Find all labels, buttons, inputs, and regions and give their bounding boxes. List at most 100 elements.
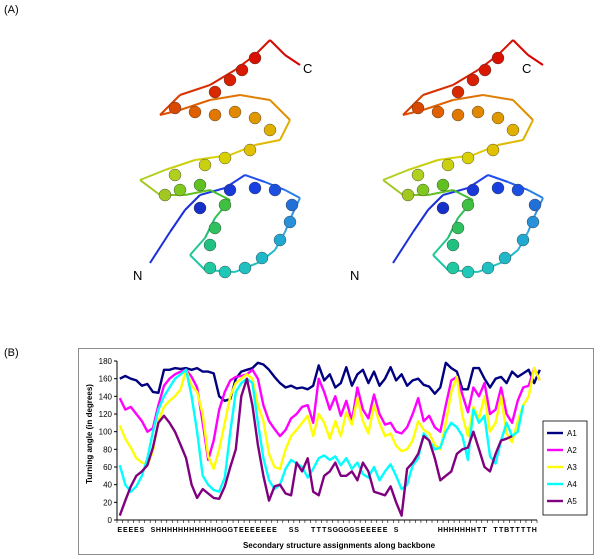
chart-canvas: Turning angle (in degrees) Secondary str…: [85, 357, 588, 550]
backbone-segment: [427, 194, 444, 211]
residue-sphere: [446, 261, 460, 275]
backbone-segment: [412, 209, 429, 233]
backbone-segment: [279, 119, 291, 141]
x-tick-label: H: [443, 527, 448, 534]
legend-label-a2: A2: [567, 446, 577, 455]
backbone-segment: [139, 169, 166, 181]
x-tick-label: H: [460, 527, 465, 534]
residue-sphere: [481, 261, 495, 275]
residue-sphere: [441, 158, 455, 172]
x-tick-label: S: [355, 527, 360, 534]
residue-sphere: [218, 265, 232, 279]
residue-sphere: [193, 201, 207, 215]
panel-a-label: (A): [4, 4, 19, 16]
x-tick-label: T: [482, 527, 487, 534]
y-tick-label: 100: [99, 428, 113, 437]
residue-sphere: [436, 201, 450, 215]
panel-b-label: (B): [4, 347, 19, 359]
residue-sphere: [436, 178, 450, 192]
x-tick-label: G: [222, 527, 228, 534]
x-tick-label: E: [256, 527, 261, 534]
backbone-segment: [512, 39, 529, 56]
residue-sphere: [528, 198, 542, 212]
x-tick-label: H: [178, 527, 183, 534]
residue-sphere: [223, 73, 237, 87]
series-line-a3: [118, 366, 541, 471]
legend-label-a4: A4: [567, 480, 577, 489]
backbone-segment: [422, 99, 454, 111]
backbone-segment: [407, 159, 439, 171]
backbone-segment: [209, 189, 231, 201]
backbone-segment: [487, 174, 509, 183]
backbone-segment: [522, 119, 534, 141]
residue-sphere: [466, 73, 480, 87]
x-tick-label: H: [156, 527, 161, 534]
c-terminus-label-right: C: [522, 61, 531, 76]
x-tick-label: G: [349, 527, 355, 534]
x-tick-label: S: [294, 527, 299, 534]
backbone-segment: [164, 159, 196, 171]
x-tick-label: S: [327, 527, 332, 534]
backbone-segment: [269, 39, 286, 56]
x-tick-label: G: [228, 527, 234, 534]
x-tick-label: H: [167, 527, 172, 534]
backbone-segment: [527, 54, 544, 66]
x-tick-label: T: [234, 527, 239, 534]
y-tick-label: 0: [108, 516, 113, 525]
x-axis-label: Secondary structure assignments along ba…: [243, 541, 436, 550]
backbone-segment: [284, 54, 301, 66]
y-tick-label: 80: [103, 445, 112, 454]
backbone-segment: [452, 189, 474, 201]
backbone-segment: [382, 179, 404, 196]
x-tick-label: E: [245, 527, 250, 534]
x-tick-label: E: [250, 527, 255, 534]
residue-sphere: [255, 251, 269, 265]
backbone-segment: [512, 99, 534, 121]
x-tick-label: T: [311, 527, 316, 534]
x-tick-label: H: [465, 527, 470, 534]
x-tick-label: H: [454, 527, 459, 534]
series-line-a5: [118, 377, 513, 517]
residue-sphere: [203, 238, 217, 252]
x-tick-label: S: [140, 527, 145, 534]
residue-sphere: [451, 85, 465, 99]
y-tick-label: 20: [103, 498, 112, 507]
x-tick-label: H: [438, 527, 443, 534]
x-tick-label: T: [322, 527, 327, 534]
x-tick-label: E: [128, 527, 133, 534]
residue-sphere: [218, 151, 232, 165]
residue-sphere: [486, 143, 500, 157]
backbone-segment: [432, 254, 449, 271]
x-tick-label: G: [217, 527, 223, 534]
residue-sphere: [285, 198, 299, 212]
backbone-segment: [189, 254, 206, 271]
residue-sphere: [248, 51, 262, 65]
protein-ribbon-right: [382, 39, 544, 279]
series-line-a1: [119, 361, 541, 402]
residue-sphere: [491, 181, 505, 195]
residue-sphere: [511, 183, 525, 197]
x-tick-label: E: [267, 527, 272, 534]
backbone-segment: [497, 139, 524, 146]
backbone-segment: [269, 99, 291, 121]
backbone-segment: [139, 179, 161, 196]
y-tick-label: 60: [103, 463, 112, 472]
x-tick-label: H: [161, 527, 166, 534]
residue-sphere: [491, 51, 505, 65]
x-tick-label: T: [317, 527, 322, 534]
x-tick-label: T: [510, 527, 515, 534]
x-tick-label: T: [516, 527, 521, 534]
x-tick-label: G: [333, 527, 339, 534]
residue-sphere: [491, 111, 505, 125]
x-tick-label: E: [372, 527, 377, 534]
residue-sphere: [461, 198, 475, 212]
residue-sphere: [516, 233, 530, 247]
x-tick-label: H: [449, 527, 454, 534]
x-tick-label: T: [521, 527, 526, 534]
residue-sphere: [283, 215, 297, 229]
y-tick-label: 180: [99, 357, 113, 366]
x-tick-label: E: [123, 527, 128, 534]
residue-sphere: [268, 183, 282, 197]
x-tick-label: E: [239, 527, 244, 534]
x-tick-label: H: [206, 527, 211, 534]
